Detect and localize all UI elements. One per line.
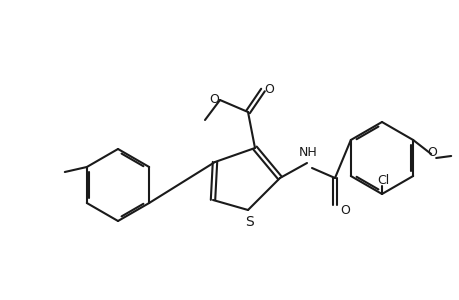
Text: O: O xyxy=(263,82,274,95)
Text: NH: NH xyxy=(298,146,317,158)
Text: O: O xyxy=(426,146,436,158)
Text: O: O xyxy=(208,92,218,106)
Text: O: O xyxy=(339,205,349,218)
Text: S: S xyxy=(245,215,254,229)
Text: Cl: Cl xyxy=(376,173,388,187)
